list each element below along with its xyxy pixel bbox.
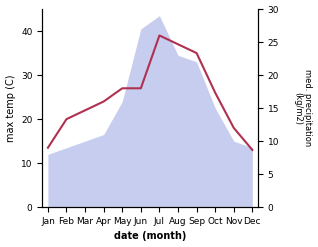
X-axis label: date (month): date (month)	[114, 231, 186, 242]
Y-axis label: med. precipitation
(kg/m2): med. precipitation (kg/m2)	[293, 69, 313, 147]
Y-axis label: max temp (C): max temp (C)	[5, 74, 16, 142]
